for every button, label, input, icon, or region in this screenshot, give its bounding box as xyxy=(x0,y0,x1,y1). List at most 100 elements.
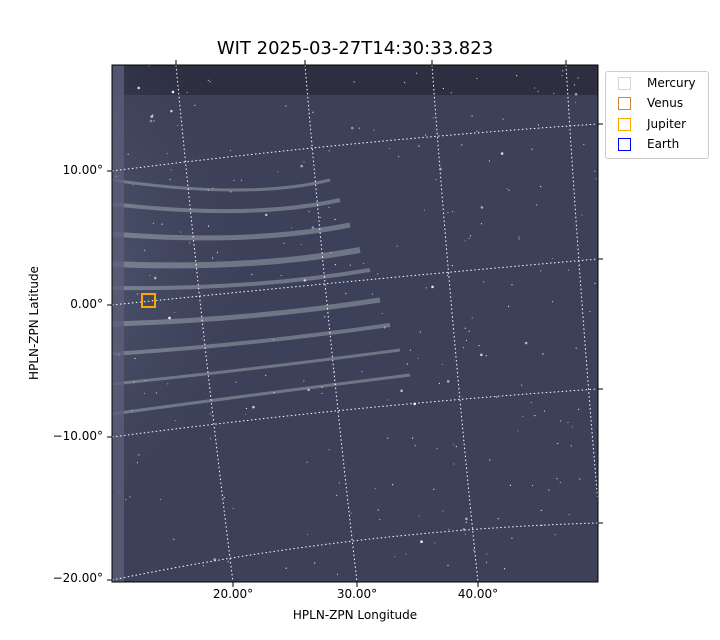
star xyxy=(434,542,436,544)
star xyxy=(436,448,438,450)
star xyxy=(559,481,561,484)
star xyxy=(334,218,336,221)
star xyxy=(303,380,305,382)
star xyxy=(180,231,182,233)
star xyxy=(480,353,483,357)
star xyxy=(524,341,528,345)
star xyxy=(177,124,179,127)
star xyxy=(328,206,330,209)
star xyxy=(579,478,581,480)
star xyxy=(480,223,483,225)
star xyxy=(129,496,131,498)
star xyxy=(173,311,176,313)
star xyxy=(471,115,473,117)
star xyxy=(455,445,457,448)
legend-label: Earth xyxy=(647,137,680,151)
legend-label: Mercury xyxy=(647,76,696,90)
star xyxy=(551,301,554,303)
star xyxy=(442,510,444,512)
star xyxy=(595,178,597,180)
star xyxy=(573,84,576,86)
star xyxy=(338,482,341,484)
star xyxy=(153,120,155,122)
coronal-streak xyxy=(112,222,351,241)
star xyxy=(371,293,374,295)
star xyxy=(321,392,323,394)
latitude-grid-line xyxy=(112,123,598,172)
star xyxy=(509,484,512,486)
star xyxy=(265,374,267,376)
star xyxy=(273,392,275,394)
legend-swatch xyxy=(618,96,631,110)
star xyxy=(233,179,235,181)
star xyxy=(511,537,513,539)
star xyxy=(334,263,337,266)
star xyxy=(540,185,542,188)
star xyxy=(170,169,172,171)
star xyxy=(125,499,127,501)
star xyxy=(152,222,154,224)
star xyxy=(392,484,394,486)
star xyxy=(155,392,158,394)
star xyxy=(361,371,363,373)
star xyxy=(497,518,499,520)
star xyxy=(388,147,391,150)
star xyxy=(485,561,488,563)
star xyxy=(468,330,470,332)
y-tick-label: 0.00° xyxy=(70,297,103,311)
star xyxy=(188,242,191,244)
star xyxy=(506,188,508,190)
star xyxy=(473,549,475,551)
star xyxy=(383,327,386,329)
star xyxy=(232,507,234,509)
star xyxy=(381,312,383,315)
star xyxy=(132,184,134,186)
star xyxy=(209,438,212,440)
star xyxy=(530,401,532,404)
star xyxy=(336,494,338,496)
star xyxy=(201,338,203,340)
star xyxy=(136,293,139,295)
star xyxy=(245,413,247,415)
star xyxy=(419,331,421,333)
star xyxy=(374,487,376,489)
coronal-streak xyxy=(112,323,391,356)
star xyxy=(414,445,416,447)
star xyxy=(452,211,454,213)
legend: Mercury Venus Jupiter Earth xyxy=(605,71,709,159)
star xyxy=(167,383,169,385)
star xyxy=(209,413,211,415)
star xyxy=(452,443,455,445)
star xyxy=(377,509,379,511)
star xyxy=(308,211,310,213)
star xyxy=(277,171,279,173)
star xyxy=(554,534,556,536)
star xyxy=(134,357,136,360)
star xyxy=(450,92,452,94)
star xyxy=(171,90,175,94)
star xyxy=(285,567,287,569)
star xyxy=(169,178,171,181)
star xyxy=(229,149,232,152)
star xyxy=(136,462,139,464)
star xyxy=(245,407,248,410)
star xyxy=(398,155,400,158)
star xyxy=(394,556,396,558)
star xyxy=(227,561,229,563)
star xyxy=(133,381,135,383)
star xyxy=(194,104,196,106)
star xyxy=(483,281,485,283)
star xyxy=(432,117,434,119)
star xyxy=(137,86,141,90)
star xyxy=(583,143,585,145)
star xyxy=(574,101,577,104)
legend-item-earth: Earth xyxy=(618,135,679,153)
star xyxy=(553,92,555,94)
star xyxy=(166,153,168,155)
star xyxy=(438,382,441,384)
star xyxy=(202,565,205,567)
star xyxy=(496,396,498,398)
star xyxy=(251,273,253,276)
star xyxy=(517,430,519,432)
latitude-grid-line xyxy=(112,258,598,306)
